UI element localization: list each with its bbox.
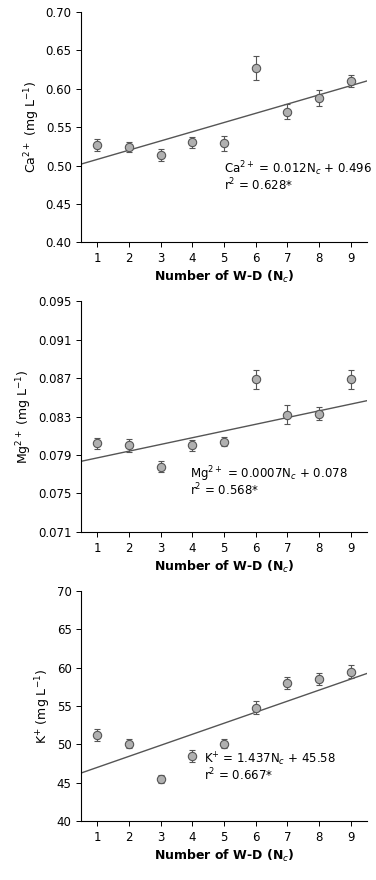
Text: Ca$^{2+}$ = 0.012N$_c$ + 0.496: Ca$^{2+}$ = 0.012N$_c$ + 0.496 bbox=[224, 159, 372, 178]
Y-axis label: Ca$^{2+}$ (mg L$^{-1}$): Ca$^{2+}$ (mg L$^{-1}$) bbox=[22, 81, 42, 173]
Y-axis label: K$^{+}$ (mg L$^{-1}$): K$^{+}$ (mg L$^{-1}$) bbox=[33, 669, 53, 744]
Text: r$^{2}$ = 0.568*: r$^{2}$ = 0.568* bbox=[190, 482, 259, 499]
Y-axis label: Mg$^{2+}$ (mg L$^{-1}$): Mg$^{2+}$ (mg L$^{-1}$) bbox=[14, 370, 34, 464]
Text: r$^{2}$ = 0.667*: r$^{2}$ = 0.667* bbox=[204, 766, 273, 783]
Text: Mg$^{2+}$ = 0.0007N$_c$ + 0.078: Mg$^{2+}$ = 0.0007N$_c$ + 0.078 bbox=[190, 465, 347, 484]
Text: r$^{2}$ = 0.628*: r$^{2}$ = 0.628* bbox=[224, 176, 293, 193]
X-axis label: Number of W-D (N$_c$): Number of W-D (N$_c$) bbox=[154, 848, 294, 864]
X-axis label: Number of W-D (N$_c$): Number of W-D (N$_c$) bbox=[154, 559, 294, 575]
Text: K$^{+}$ = 1.437N$_c$ + 45.58: K$^{+}$ = 1.437N$_c$ + 45.58 bbox=[204, 751, 336, 767]
X-axis label: Number of W-D (N$_c$): Number of W-D (N$_c$) bbox=[154, 269, 294, 285]
